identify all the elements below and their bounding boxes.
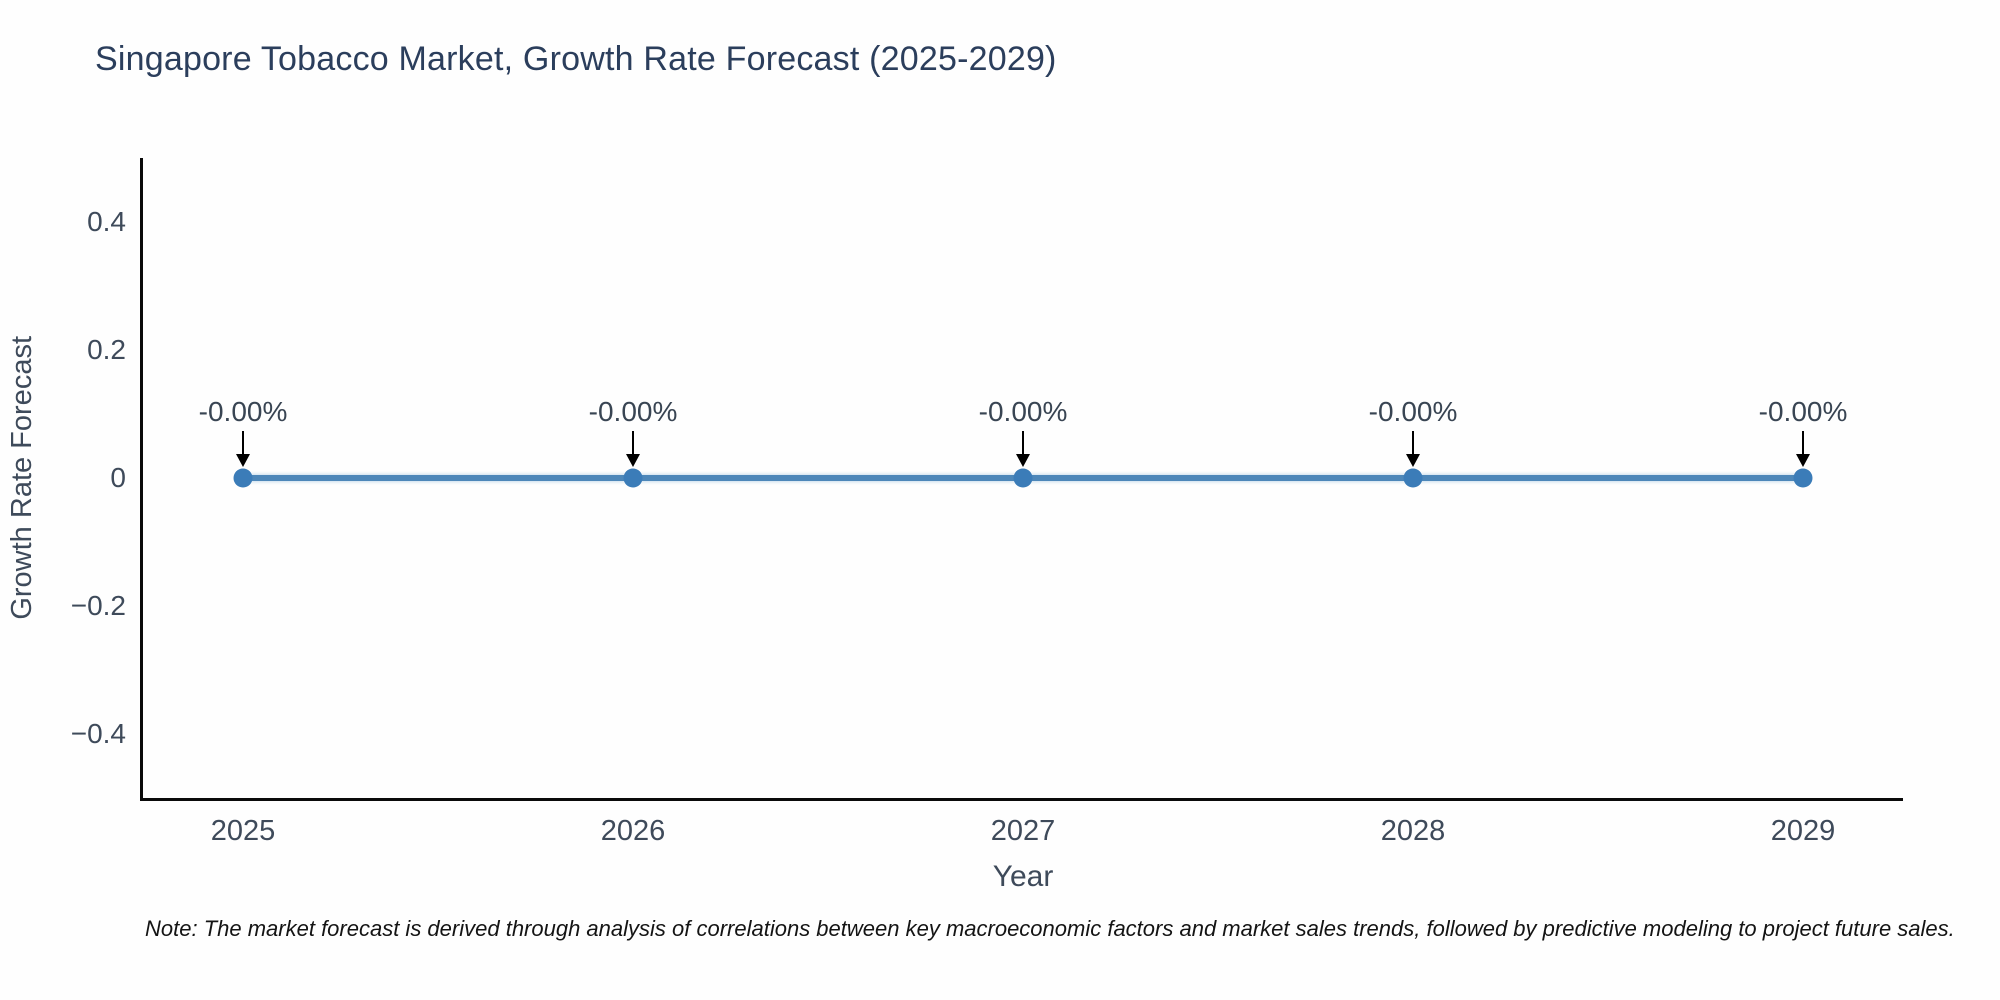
data-point-annotation: -0.00% [943, 396, 1103, 467]
data-point-annotation: -0.00% [1333, 396, 1493, 467]
x-tick-label: 2029 [1770, 815, 1836, 847]
x-tick-label: 2028 [1380, 815, 1446, 847]
annotation-arrow-shaft [631, 431, 635, 454]
annotation-arrow-shaft [241, 431, 245, 454]
data-point-label: -0.00% [588, 396, 678, 427]
data-point-label: -0.00% [978, 396, 1068, 427]
annotation-arrow-head-icon [1016, 454, 1030, 467]
annotation-arrow-head-icon [626, 454, 640, 467]
data-point-annotation: -0.00% [1723, 396, 1883, 467]
data-point-marker [1403, 468, 1423, 488]
data-point-annotation: -0.00% [163, 396, 323, 467]
annotation-arrow-shaft [1411, 431, 1415, 454]
y-tick-label: 0 [110, 462, 126, 493]
y-tick-label: −0.2 [70, 590, 126, 621]
annotation-arrow-head-icon [1406, 454, 1420, 467]
y-axis-title-text: Growth Rate Forecast [6, 336, 38, 620]
x-tick-label: 2027 [990, 815, 1056, 847]
x-axis-title: Year [992, 860, 1054, 893]
methodology-note: Note: The market forecast is derived thr… [145, 916, 1955, 941]
y-tick-label: 0.4 [87, 206, 126, 237]
data-point-marker [623, 468, 643, 488]
y-tick-label: 0.2 [87, 334, 126, 365]
annotation-arrow-head-icon [236, 454, 250, 467]
annotation-arrow-shaft [1021, 431, 1025, 454]
annotation-arrow-shaft [1801, 431, 1805, 454]
data-point-label: -0.00% [198, 396, 288, 427]
annotation-arrow-head-icon [1796, 454, 1810, 467]
data-point-marker [233, 468, 253, 488]
x-tick-label: 2025 [210, 815, 276, 847]
plot-area: Year 0.4 0.2 0 −0.2 −0.4 2025 2026 2027 2028 2029… [71, 158, 1903, 893]
y-tick-label: −0.4 [70, 718, 126, 749]
y-axis-title: Growth Rate Forecast [6, 158, 39, 798]
chart-title: Singapore Tobacco Market, Growth Rate Fo… [95, 40, 1057, 78]
data-point-marker [1793, 468, 1813, 488]
x-tick-label: 2026 [600, 815, 666, 847]
data-point-marker [1013, 468, 1033, 488]
data-point-annotation: -0.00% [553, 396, 713, 467]
data-point-label: -0.00% [1368, 396, 1458, 427]
data-point-label: -0.00% [1758, 396, 1848, 427]
